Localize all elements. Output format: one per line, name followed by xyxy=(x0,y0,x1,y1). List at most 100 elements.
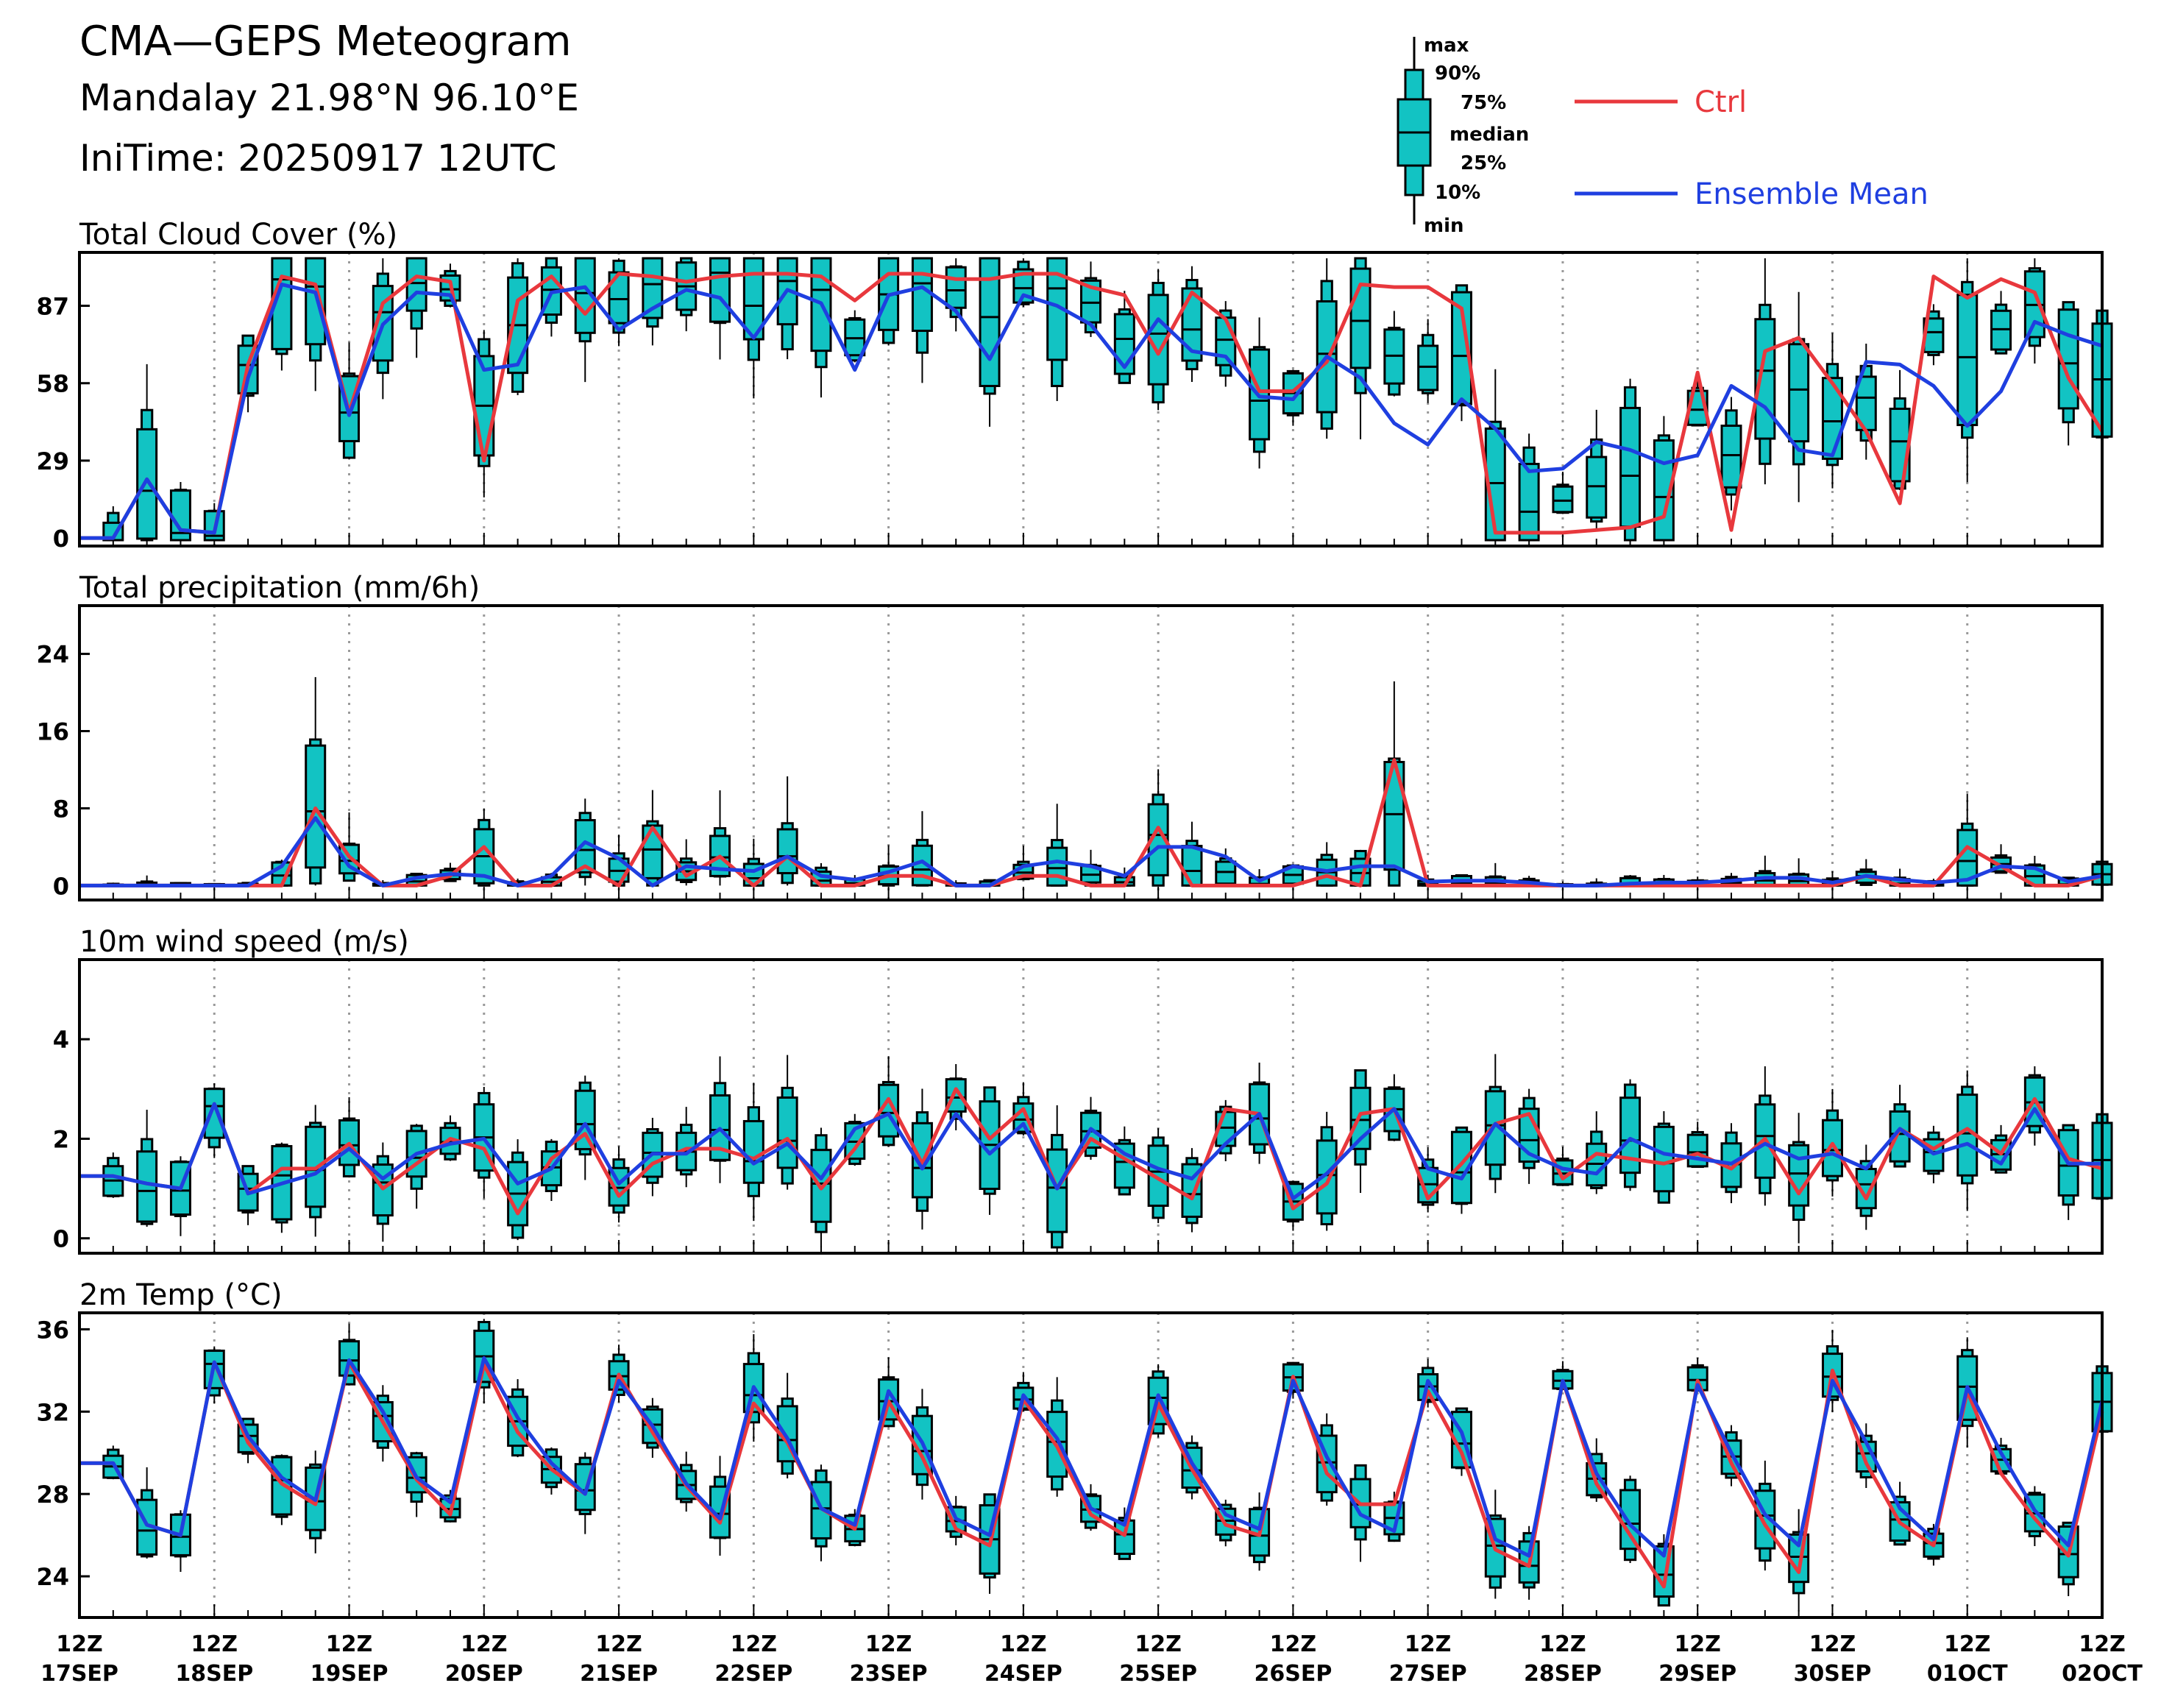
ctrl-line xyxy=(79,1087,2103,1216)
ensemble-box xyxy=(1788,291,1810,503)
ensemble-box xyxy=(742,1082,764,1222)
ensemble-box xyxy=(405,257,427,358)
ensemble-box xyxy=(1956,793,1979,887)
y-tick-label: 16 xyxy=(36,717,69,745)
ensemble-box xyxy=(1518,1088,1540,1184)
ensemble-box xyxy=(540,257,562,337)
box-inner xyxy=(136,428,158,540)
x-label-date: 26SEP xyxy=(1254,1661,1332,1687)
ensemble-box xyxy=(169,1510,191,1573)
box-inner xyxy=(742,1120,764,1184)
y-tick-label: 0 xyxy=(53,872,69,900)
ensemble-box xyxy=(1990,291,2012,355)
ensemble-mean-line xyxy=(79,1102,2102,1201)
ensemble-box xyxy=(608,258,630,347)
box-inner xyxy=(1821,377,1843,460)
panel-frame xyxy=(78,251,2104,548)
legend-box-label: 90% xyxy=(1435,63,1480,85)
ensemble-box xyxy=(473,1087,495,1199)
ensemble-box xyxy=(1417,319,1439,403)
ensemble-box xyxy=(338,1097,361,1178)
ensemble-box xyxy=(1956,1070,1979,1211)
x-label-hour: 12Z xyxy=(1539,1631,1586,1657)
location-label: Mandalay 21.98°N 96.10°E xyxy=(79,77,580,119)
y-tick-label: 0 xyxy=(53,525,69,553)
ensemble-box xyxy=(1249,317,1271,469)
box-inner xyxy=(1316,300,1338,414)
box-inner xyxy=(1147,1144,1169,1207)
x-label-hour: 12Z xyxy=(1000,1631,1047,1657)
box-inner xyxy=(1046,846,1068,887)
x-label-hour: 12Z xyxy=(1270,1631,1317,1657)
box-inner xyxy=(1181,845,1203,887)
x-label-date: 30SEP xyxy=(1794,1661,1872,1687)
ensemble-box xyxy=(1619,1079,1642,1191)
y-tick-label: 87 xyxy=(36,293,69,321)
y-tick-label: 24 xyxy=(36,1563,69,1591)
panel-title: Total Cloud Cover (%) xyxy=(79,218,397,252)
y-tick-label: 0 xyxy=(53,1225,69,1253)
x-label-date: 18SEP xyxy=(175,1661,253,1687)
legend-mean-label: Ensemble Mean xyxy=(1695,177,1928,211)
box-inner xyxy=(1181,287,1203,362)
x-label-date: 23SEP xyxy=(850,1661,928,1687)
ensemble-box xyxy=(1484,369,1506,542)
legend: max 90% 75% median 25% 10% min Ctrl Ensemble Mea… xyxy=(1397,35,1928,237)
panel-4: 2m Temp (°C) 24 28 32 36 xyxy=(36,1278,2113,1619)
ensemble-box xyxy=(1181,821,1203,887)
ensemble-box xyxy=(2023,1066,2045,1146)
ctrl-line xyxy=(79,272,2104,540)
ensemble-mean-line xyxy=(79,283,2103,540)
ensemble-box xyxy=(1046,1377,1068,1497)
ensemble-box xyxy=(1956,258,1979,483)
x-label-date: 21SEP xyxy=(580,1661,658,1687)
ensemble-box xyxy=(540,1138,562,1201)
box-inner xyxy=(169,489,191,542)
box-inner xyxy=(405,257,427,312)
y-tick-label: 4 xyxy=(53,1026,69,1054)
x-label-date: 28SEP xyxy=(1524,1661,1602,1687)
legend-box-label: median xyxy=(1449,124,1529,146)
box-inner xyxy=(439,1127,461,1155)
x-axis-labels: 12Z 17SEP 12Z 18SEP 12Z 19SEP 12Z 20SEP 12Z 21SEP… xyxy=(40,1631,2143,1687)
ensemble-box xyxy=(642,257,664,346)
ensemble-box xyxy=(810,1127,832,1248)
box-inner xyxy=(203,1088,225,1139)
ensemble-box xyxy=(1754,1066,1776,1206)
x-label-hour: 12Z xyxy=(56,1631,103,1657)
ensemble-box xyxy=(305,677,327,886)
y-tick-label: 24 xyxy=(36,641,69,669)
ensemble-box xyxy=(169,482,191,542)
ensemble-box xyxy=(709,1056,731,1183)
box-inner xyxy=(305,257,327,346)
ensemble-box xyxy=(1855,859,1877,886)
ensemble-box xyxy=(878,257,900,346)
panel-frame xyxy=(78,604,2104,901)
x-label-hour: 12Z xyxy=(326,1631,373,1657)
box-inner xyxy=(338,1119,361,1166)
x-label-hour: 12Z xyxy=(191,1631,238,1657)
x-label-hour: 12Z xyxy=(1135,1631,1182,1657)
x-label-date: 19SEP xyxy=(311,1661,388,1687)
box-inner xyxy=(1619,1096,1642,1174)
panel-frame xyxy=(78,958,2104,1255)
ensemble-box xyxy=(574,257,596,383)
x-label-hour: 12Z xyxy=(1674,1631,1721,1657)
panel-title: 10m wind speed (m/s) xyxy=(79,925,409,959)
ensemble-mean-line xyxy=(79,1356,2104,1558)
x-label-hour: 12Z xyxy=(1405,1631,1452,1657)
ensemble-box xyxy=(1720,397,1742,511)
ensemble-box xyxy=(1181,1148,1203,1233)
ensemble-box xyxy=(642,790,664,887)
ensemble-box xyxy=(1619,378,1642,542)
box-inner xyxy=(1653,1125,1675,1193)
ensemble-box xyxy=(1215,848,1237,887)
ensemble-box xyxy=(574,1075,596,1180)
box-inner xyxy=(608,271,630,325)
panel-2: Total precipitation (mm/6h) 0 8 16 24 xyxy=(36,571,2113,901)
ensemble-box xyxy=(1518,433,1540,542)
ensemble-box xyxy=(305,257,327,391)
ensemble-box xyxy=(1889,1085,1911,1168)
